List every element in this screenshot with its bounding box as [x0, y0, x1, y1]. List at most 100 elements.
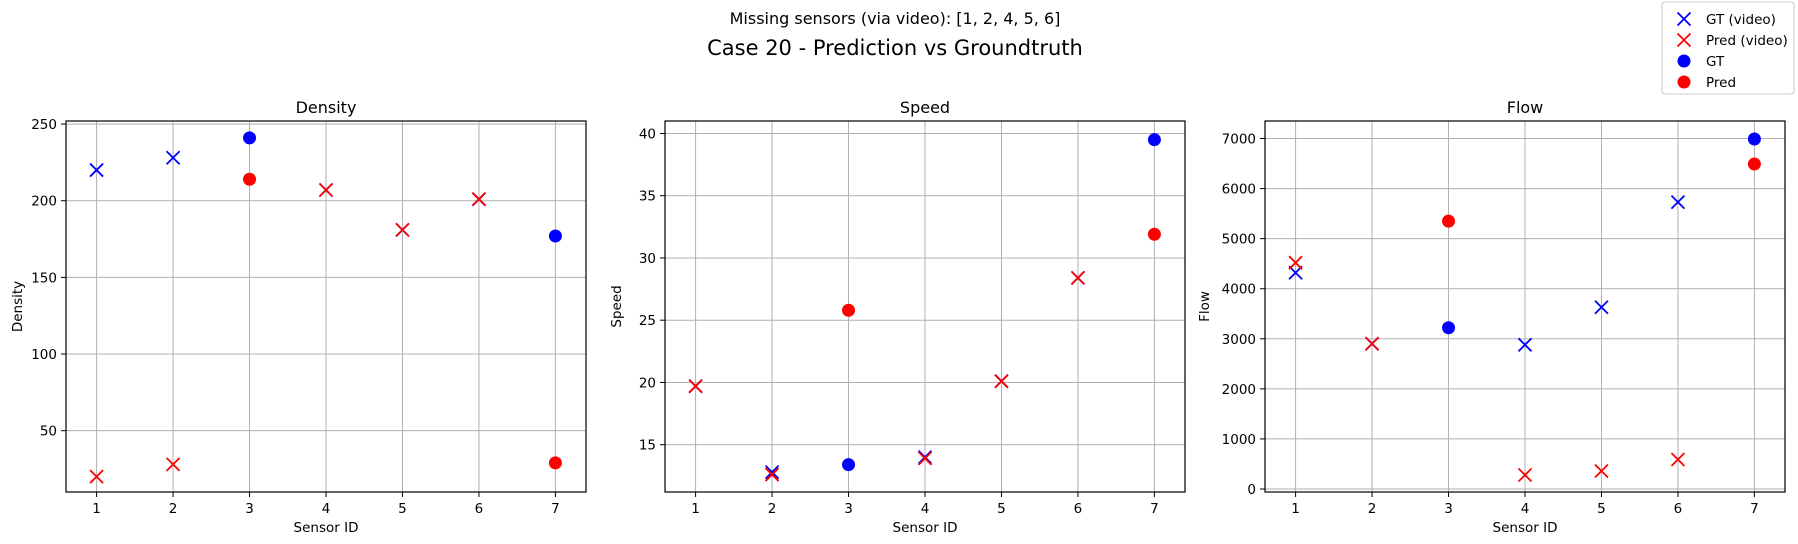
y-tick-label: 50: [40, 424, 57, 440]
x-tick-label: 1: [92, 501, 101, 517]
panel-title: Speed: [900, 98, 950, 117]
data-point-pred-video: [1070, 270, 1086, 286]
data-point-pred-video: [165, 457, 181, 472]
data-point-gt-video: [89, 162, 104, 178]
x-axis-label: Sensor ID: [294, 520, 359, 536]
data-point-gt-video: [1670, 194, 1686, 210]
data-point-gt-video: [1517, 337, 1533, 352]
legend-marker: [1677, 54, 1691, 68]
x-axis-label: Sensor ID: [1493, 520, 1558, 536]
plot-frame: [664, 120, 1186, 493]
y-tick-label: 25: [639, 313, 656, 329]
legend-label: Pred (video): [1706, 33, 1788, 49]
y-tick-label: 1000: [1222, 432, 1256, 448]
x-tick-label: 3: [1444, 501, 1453, 517]
y-tick-label: 20: [639, 375, 656, 391]
figure-suptitle-top: Missing sensors (via video): [1, 2, 4, 5…: [730, 9, 1061, 28]
x-tick-label: 5: [398, 501, 407, 517]
y-tick-label: 40: [639, 126, 656, 142]
figure-suptitle-main: Case 20 - Prediction vs Groundtruth: [707, 36, 1083, 60]
x-tick-label: 6: [475, 501, 484, 517]
y-axis-label: Speed: [609, 285, 625, 327]
legend-marker: [1677, 75, 1691, 89]
x-tick-label: 7: [1150, 501, 1159, 517]
legend-frame: [1661, 1, 1795, 95]
data-point-gt: [1442, 321, 1456, 335]
y-tick-label: 6000: [1222, 182, 1256, 198]
data-point-pred-video: [764, 467, 780, 482]
x-axis-label: Sensor ID: [893, 520, 958, 536]
y-tick-label: 0: [1247, 482, 1256, 498]
x-tick-label: 7: [551, 501, 560, 517]
y-tick-label: 5000: [1222, 232, 1256, 248]
panel-title: Flow: [1507, 98, 1544, 117]
data-point-pred: [548, 456, 562, 470]
plot-frame: [1264, 120, 1786, 493]
data-point-pred: [1442, 214, 1456, 228]
data-point-pred-video: [1517, 467, 1533, 483]
plot-frame: [65, 120, 587, 493]
x-tick-label: 5: [1597, 501, 1606, 517]
chart-panel-density: 1 2 3 4 5 6 7 50 100 150 200 250 Density Sensor ID Den…: [10, 98, 587, 536]
data-point-gt-video: [1594, 300, 1609, 315]
data-point-gt: [243, 131, 257, 145]
x-tick-label: 4: [1521, 501, 1530, 517]
legend-label: Pred: [1706, 75, 1736, 91]
chart-panel-speed: 1 2 3 4 5 6 7 15 20 25 30 35 40 Speed Sensor ID Speed: [609, 98, 1186, 536]
y-tick-label: 4000: [1222, 282, 1256, 298]
legend-label: GT: [1706, 54, 1725, 70]
data-point-pred-video: [471, 192, 487, 207]
x-tick-label: 5: [997, 501, 1006, 517]
y-tick-label: 30: [639, 251, 656, 267]
x-tick-label: 3: [844, 501, 853, 517]
y-axis-label: Density: [10, 281, 26, 332]
data-point-gt: [1147, 133, 1161, 147]
legend-entry: GT (video): [1676, 11, 1776, 28]
legend-marker: [1676, 11, 1692, 27]
legend: GT (video) Pred (video) GT Pred: [1661, 1, 1795, 95]
data-point-pred-video: [395, 222, 410, 237]
y-tick-label: 3000: [1222, 332, 1256, 348]
data-point-pred-video: [994, 374, 1009, 389]
y-tick-label: 35: [639, 189, 656, 205]
x-tick-label: 2: [768, 501, 777, 517]
x-tick-label: 6: [1074, 501, 1083, 517]
y-axis-label: Flow: [1197, 291, 1213, 322]
y-tick-label: 7000: [1222, 132, 1256, 148]
legend-label: GT (video): [1706, 12, 1776, 28]
x-tick-label: 2: [169, 501, 178, 517]
data-point-gt: [842, 458, 856, 472]
data-point-pred-video: [1594, 463, 1609, 479]
data-point-pred-video: [1288, 255, 1303, 270]
x-tick-label: 1: [1291, 501, 1300, 517]
y-tick-label: 15: [639, 438, 656, 454]
x-tick-label: 4: [921, 501, 930, 517]
x-tick-label: 4: [322, 501, 331, 517]
data-point-gt-video: [165, 150, 181, 165]
x-tick-label: 3: [245, 501, 254, 517]
panel-title: Density: [296, 98, 357, 117]
legend-marker: [1676, 32, 1692, 48]
data-point-gt-video: [1288, 265, 1303, 280]
data-point-pred-video: [1364, 336, 1380, 351]
data-point-gt-video: [764, 464, 780, 480]
data-point-pred-video: [89, 469, 104, 484]
y-tick-label: 250: [31, 117, 57, 133]
legend-entry: Pred: [1677, 75, 1736, 91]
legend-entry: Pred (video): [1676, 32, 1788, 49]
data-point-pred-video: [917, 451, 933, 466]
x-tick-label: 7: [1750, 501, 1759, 517]
data-point-gt: [548, 229, 562, 243]
x-tick-label: 1: [691, 501, 700, 517]
data-point-pred: [243, 172, 257, 186]
data-point-pred: [1747, 157, 1761, 171]
data-point-pred: [842, 303, 856, 317]
x-tick-label: 2: [1368, 501, 1377, 517]
data-point-pred: [1147, 227, 1161, 241]
y-tick-label: 100: [31, 347, 57, 363]
legend-entry: GT: [1677, 54, 1725, 70]
y-tick-label: 2000: [1222, 382, 1256, 398]
data-point-pred-video: [688, 379, 703, 394]
data-point-gt: [1747, 132, 1761, 146]
